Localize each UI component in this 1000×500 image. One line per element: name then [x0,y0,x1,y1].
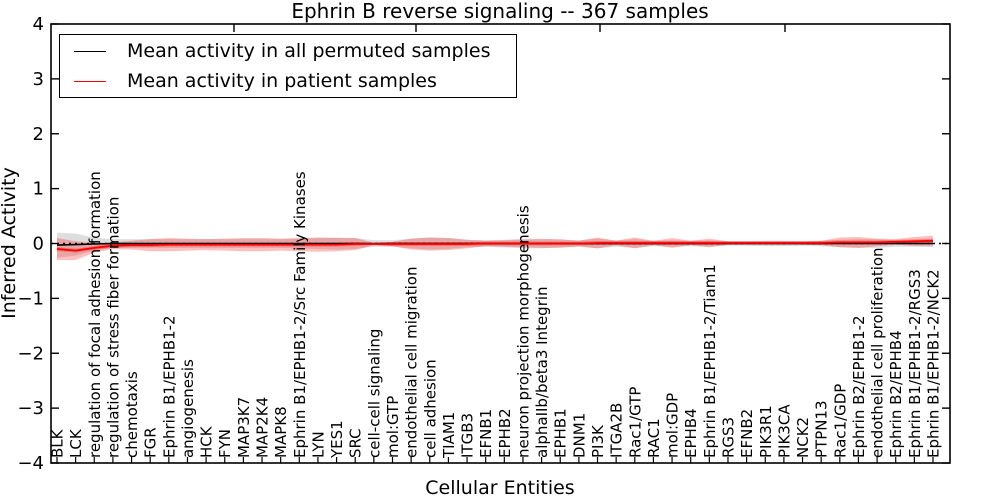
x-tick-label: SRC [347,428,365,458]
y-tick-labels: 4 3 2 1 0 −1 −2 −3 −4 [17,14,44,474]
x-tick-label: TIAM1 [440,412,458,459]
y-tick-label: 4 [33,14,44,35]
x-tick-label: Ephrin B2/EPHB4 [887,330,905,458]
x-tick-label: DNM1 [570,413,588,458]
x-tick-label: NCK2 [794,417,812,458]
x-tick-label: LYN [309,431,327,458]
band-layer [57,232,933,260]
legend-label-patient: Mean activity in patient samples [127,69,437,92]
x-tick-label: alphaIIb/beta3 Integrin [533,286,551,458]
x-tick-label: PIK3CA [775,404,793,458]
legend-label-permuted: Mean activity in all permuted samples [127,39,491,62]
patient-mean-line [56,239,934,252]
legend-item-permuted: Mean activity in all permuted samples [60,36,516,66]
patient-line-swatch [74,80,106,82]
y-tick-label: 3 [33,69,44,90]
x-tick-label: cell-cell signaling [365,329,383,458]
x-tick-label: Ephrin B1/EPHB1-2/RGS3 [906,269,924,458]
x-tick-label: ITGA2B [608,403,626,458]
x-tick-label: regulation of stress fiber formation [104,197,122,458]
x-tick-label: Ephrin B1/EPHB1-2 [160,315,178,458]
y-tick-label: −2 [17,343,44,364]
x-tick-label: Ephrin B2/EPHB1-2 [850,315,868,458]
y-tick-label: −4 [17,453,44,474]
x-tick-label: MAP3K7 [235,397,253,458]
x-tick-label: RGS3 [719,417,737,458]
x-tick-label: BLK [49,428,67,458]
x-tick-label: Rac1/GTP [626,387,644,458]
permuted-line-swatch [74,50,106,52]
plot-frame [50,23,951,464]
y-tick-label: −3 [17,398,44,419]
x-tick-label: EPHB1 [552,408,570,458]
y-axis-label: Inferred Activity [0,167,20,319]
y-tick-label: 0 [33,234,44,255]
x-tick-label: RAC1 [645,418,663,458]
line-layer [51,239,950,252]
x-tick-label: endothelial cell migration [403,267,421,458]
x-tick-label: Ephrin B1/EPHB1-2/Tiam1 [701,264,719,458]
x-tick-label: Ephrin B1/EPHB1-2/Src Family Kinases [291,171,309,458]
x-tick-label: EFNB1 [477,409,495,458]
x-tick-label: LCK [67,428,85,458]
x-tick-label: neuron projection morphogenesis [514,205,532,458]
x-tick-labels: BLK LCK regulation of focal adhesion forma… [49,171,943,459]
y-tick-label: 2 [33,124,44,145]
x-tick-label: MAP2K4 [254,397,272,458]
x-tick-label: FYN [216,429,234,458]
x-tick-label: MAPK8 [272,406,290,458]
chart-title: Ephrin B reverse signaling -- 367 sample… [291,0,708,23]
x-tick-label: EFNB2 [738,409,756,458]
x-tick-label: angiogenesis [179,359,197,458]
x-tick-label: endothelial cell proliferation [869,247,887,458]
x-tick-label: Rac1/GDP [831,384,849,458]
x-tick-label: HCK [198,425,216,458]
x-tick-label: YES1 [328,420,346,459]
x-tick-label: PTPN13 [813,400,831,458]
legend: Mean activity in all permuted samples Me… [59,34,517,98]
x-tick-label: EPHB2 [496,408,514,458]
x-tick-label: FGR [142,427,160,458]
x-tick-label: chemotaxis [123,371,141,458]
x-tick-label: regulation of focal adhesion formation [86,171,104,458]
x-tick-label: cell adhesion [421,359,439,458]
x-tick-label: mol:GTP [384,396,402,458]
x-tick-label: ITGB3 [459,413,477,458]
x-tick-label: mol:GDP [664,393,682,458]
x-tick-label: Ephrin B1/EPHB1-2/NCK2 [925,269,943,458]
x-tick-label: EPHB4 [682,408,700,458]
y-tick-label: 1 [33,179,44,200]
patient-std-band [57,235,933,260]
x-axis-label: Cellular Entities [425,477,574,499]
legend-item-patient: Mean activity in patient samples [60,66,516,96]
x-tick-label: PIK3R1 [757,405,775,458]
x-tick-label: PI3K [589,424,607,458]
permuted-std-band [57,232,933,258]
y-tick-label: −1 [17,288,44,309]
